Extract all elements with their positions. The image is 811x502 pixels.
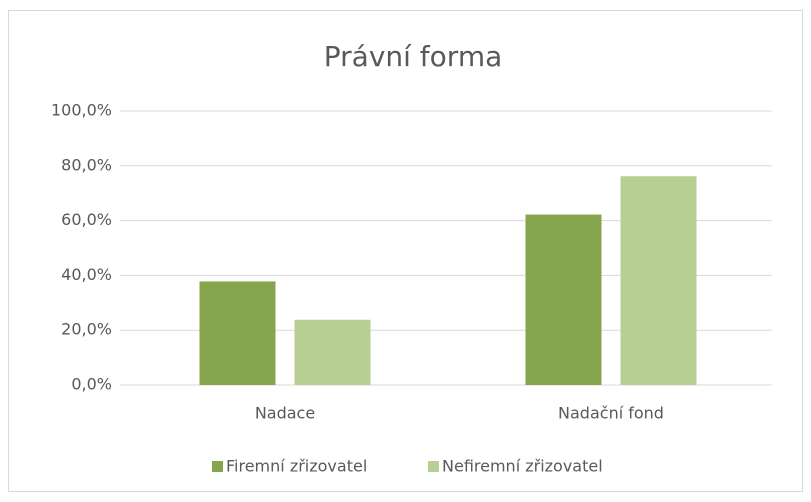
bar [525, 214, 602, 385]
y-tick-label: 80,0% [61, 155, 112, 174]
y-tick-label: 100,0% [51, 101, 112, 120]
bar [294, 319, 371, 385]
x-tick-label: Nadace [255, 404, 315, 423]
x-tick-label: Nadační fond [558, 404, 664, 423]
y-tick-label: 0,0% [71, 375, 112, 394]
chart-title: Právní forma [324, 40, 503, 73]
legend-swatch [212, 461, 223, 472]
legend-label: Firemní zřizovatel [226, 457, 367, 476]
legend-swatch [428, 461, 439, 472]
y-tick-label: 40,0% [61, 265, 112, 284]
y-tick-label: 60,0% [61, 210, 112, 229]
legend-label: Nefiremní zřizovatel [442, 457, 603, 476]
bar [620, 176, 697, 385]
y-tick-label: 20,0% [61, 320, 112, 339]
bar [199, 281, 276, 385]
